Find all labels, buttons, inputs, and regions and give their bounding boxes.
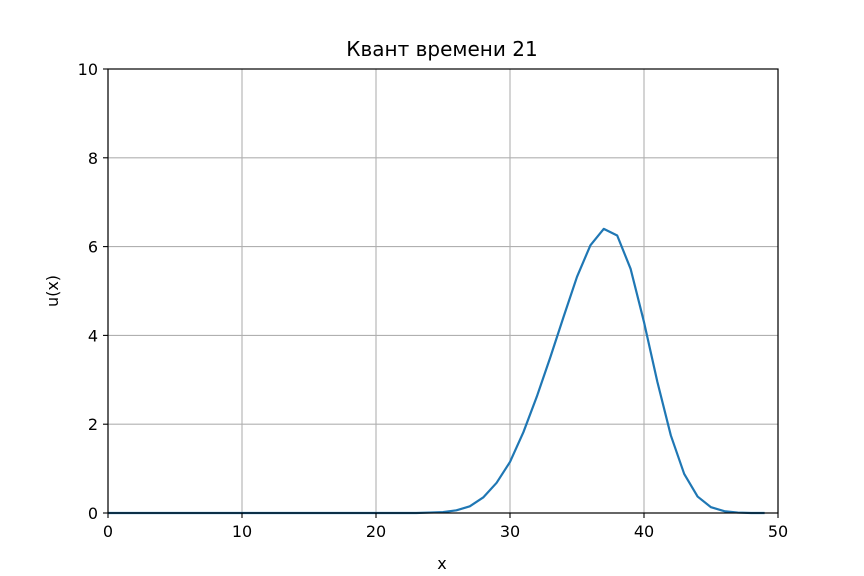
x-tick-label: 10 (232, 522, 252, 541)
y-tick-label: 10 (78, 60, 98, 79)
y-tick-label: 0 (88, 504, 98, 523)
plot-frame (107, 68, 779, 514)
ticks: 0 10 20 30 40 50 0 2 4 6 8 10 (78, 60, 789, 541)
x-tick-label: 50 (768, 522, 788, 541)
y-axis-label: u(x) (43, 275, 62, 307)
y-tick-label: 8 (88, 149, 98, 168)
y-tick-label: 6 (88, 238, 98, 257)
x-tick-label: 20 (366, 522, 386, 541)
chart-title: Квант времени 21 (346, 37, 537, 61)
x-tick-label: 30 (500, 522, 520, 541)
x-tick-label: 40 (634, 522, 654, 541)
x-axis-label: x (437, 554, 446, 573)
y-tick-label: 2 (88, 415, 98, 434)
x-tick-label: 0 (103, 522, 113, 541)
y-tick-label: 4 (88, 326, 98, 345)
